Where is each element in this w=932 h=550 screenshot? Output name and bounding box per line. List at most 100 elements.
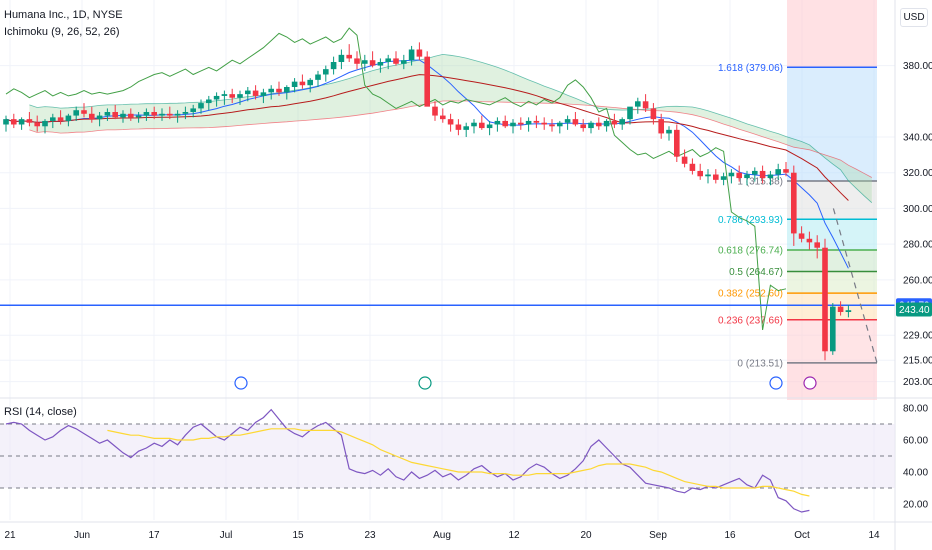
price-tick-label: 260.00 bbox=[903, 275, 932, 286]
candle-body bbox=[549, 124, 555, 127]
projection-line bbox=[832, 208, 878, 364]
currency-button[interactable]: USD bbox=[900, 8, 928, 27]
candle-body bbox=[510, 122, 516, 127]
symbol-title[interactable]: Humana Inc., 1D, NYSE bbox=[4, 9, 123, 21]
time-tick-label: 16 bbox=[724, 530, 736, 541]
time-axis: 21 Jun 17 Jul 15 23 Aug 12 20 Sep 16 Oct 14 bbox=[0, 521, 932, 541]
candle-body bbox=[323, 69, 329, 75]
candle-body bbox=[845, 310, 852, 312]
candle-body bbox=[541, 122, 547, 125]
candle-body bbox=[315, 74, 321, 80]
candle-body bbox=[73, 110, 79, 116]
candle-body bbox=[11, 119, 17, 125]
candle-body bbox=[307, 79, 313, 86]
candle-body bbox=[245, 90, 251, 95]
candle-body bbox=[81, 110, 87, 114]
candle-body bbox=[650, 108, 657, 120]
rsi-pane: 80.00 60.00 40.00 20.00 bbox=[0, 404, 928, 513]
candle-body bbox=[588, 122, 594, 129]
candle-body bbox=[674, 129, 680, 157]
candle-body bbox=[112, 112, 118, 118]
candle-body bbox=[260, 92, 267, 96]
rsi-tick-label: 40.00 bbox=[903, 468, 928, 479]
candle-body bbox=[362, 60, 368, 64]
candle-body bbox=[479, 122, 485, 129]
fib-zone bbox=[787, 271, 877, 294]
candle-body bbox=[658, 119, 664, 134]
candle-body bbox=[135, 115, 142, 118]
candle-body bbox=[104, 112, 111, 116]
candle-body bbox=[276, 88, 282, 93]
time-tick-label: Jun bbox=[74, 530, 90, 541]
candle-body bbox=[354, 58, 360, 64]
earnings-marker-icon bbox=[803, 376, 817, 390]
fib-levels: 1.618 (379.06) 1 (315.38) 0.786 (293.93) 0.… bbox=[718, 63, 877, 369]
candle-body bbox=[713, 174, 719, 180]
candle-body bbox=[767, 174, 774, 179]
candle-body bbox=[198, 103, 204, 109]
candle-body bbox=[3, 119, 9, 125]
candle-body bbox=[229, 94, 235, 98]
candle-body bbox=[806, 238, 813, 243]
candle-body bbox=[611, 120, 618, 125]
candle-body bbox=[720, 176, 727, 180]
candle-body bbox=[775, 169, 781, 175]
rsi-ma-line bbox=[107, 428, 810, 497]
fib-zone bbox=[787, 180, 877, 220]
ichimoku-legend[interactable]: Ichimoku (9, 26, 52, 26) bbox=[4, 26, 120, 38]
fib-label: 0.786 (293.93) bbox=[718, 215, 783, 226]
candle-body bbox=[424, 56, 430, 107]
time-tick-label: Jul bbox=[220, 530, 233, 541]
fib-top-zone bbox=[787, 0, 877, 68]
candle-body bbox=[447, 119, 454, 125]
price-tick-label: 300.00 bbox=[903, 204, 932, 215]
fib-bottom-zone bbox=[787, 362, 877, 400]
candle-body bbox=[635, 101, 641, 107]
candle-body bbox=[252, 90, 259, 96]
time-tick-label: 14 bbox=[868, 530, 880, 541]
candle-body bbox=[830, 306, 836, 352]
candle-body bbox=[455, 124, 462, 130]
candle-body bbox=[159, 113, 165, 116]
candle-body bbox=[798, 233, 805, 239]
candle-body bbox=[822, 247, 828, 352]
candle-body bbox=[705, 174, 711, 177]
candle-body bbox=[759, 170, 766, 179]
candle-body bbox=[377, 62, 384, 66]
candle-body bbox=[330, 62, 337, 70]
candle-body bbox=[471, 122, 477, 127]
candle-body bbox=[221, 94, 228, 96]
candle-body bbox=[736, 172, 742, 179]
candle-body bbox=[393, 58, 399, 64]
candle-body bbox=[791, 172, 797, 234]
rsi-legend[interactable]: RSI (14, close) bbox=[4, 406, 77, 418]
time-tick-label: 12 bbox=[508, 530, 520, 541]
time-tick-label: 21 bbox=[4, 530, 16, 541]
price-tick-label: 340.00 bbox=[903, 133, 932, 144]
time-tick-label: 23 bbox=[364, 530, 376, 541]
candle-body bbox=[338, 54, 345, 62]
candle-body bbox=[237, 94, 243, 98]
price-tick-label: 380.00 bbox=[903, 61, 932, 72]
candle-body bbox=[385, 58, 391, 62]
candle-body bbox=[65, 115, 72, 121]
earnings-marker-icon bbox=[234, 376, 248, 390]
candle-body bbox=[18, 119, 25, 125]
candle-body bbox=[151, 112, 157, 116]
fib-label: 0.618 (276.74) bbox=[718, 245, 783, 256]
candle-body bbox=[50, 117, 56, 121]
candle-body bbox=[518, 122, 524, 125]
candle-body bbox=[96, 115, 103, 120]
rsi-line bbox=[5, 408, 810, 513]
candle-body bbox=[42, 120, 48, 127]
candle-body bbox=[837, 306, 844, 312]
price-tick-label: 229.00 bbox=[903, 331, 932, 342]
candle-body bbox=[401, 60, 407, 64]
candle-body bbox=[206, 99, 212, 104]
candles bbox=[3, 42, 852, 361]
fib-label: 0 (213.51) bbox=[737, 358, 783, 369]
candle-body bbox=[744, 174, 750, 179]
price-tick-label: 215.00 bbox=[903, 356, 932, 367]
fib-zone bbox=[787, 67, 877, 181]
